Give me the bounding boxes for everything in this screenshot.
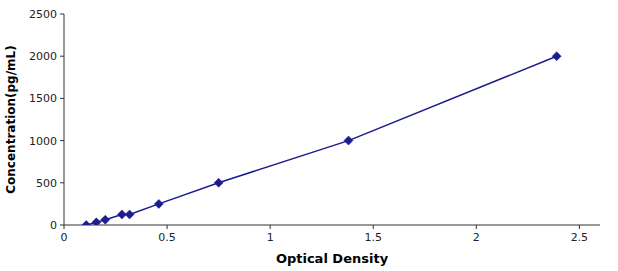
data-point	[92, 218, 101, 225]
data-point	[344, 136, 353, 145]
y-tick	[60, 98, 64, 99]
plot-area	[82, 52, 561, 225]
data-point	[82, 221, 91, 226]
y-axis-line	[64, 14, 65, 225]
data-point	[125, 210, 134, 219]
x-tick	[476, 225, 477, 229]
chart-container: 0 0.5 1 1.5 2 2.5 0 500 1000 1500 2000 2500 Optical …	[0, 0, 618, 271]
y-tick	[60, 225, 64, 226]
x-tick	[270, 225, 271, 229]
x-tick-label: 2	[473, 231, 480, 244]
y-tick-label: 500	[36, 177, 57, 190]
data-line	[86, 56, 556, 225]
x-tick	[579, 225, 580, 229]
axes: 0 0.5 1 1.5 2 2.5 0 500 1000 1500 2000 2500	[29, 8, 600, 244]
data-point	[552, 52, 561, 61]
y-tick-label: 2000	[29, 50, 57, 63]
data-point	[101, 215, 110, 224]
y-tick-label: 2500	[29, 8, 57, 21]
x-axis-line	[64, 225, 600, 226]
data-point	[154, 199, 163, 208]
chart-svg: 0 0.5 1 1.5 2 2.5 0 500 1000 1500 2000 2500 Optical …	[0, 0, 618, 271]
x-tick-label: 2.5	[571, 231, 589, 244]
x-tick	[167, 225, 168, 229]
x-tick-label: 1.5	[364, 231, 382, 244]
x-tick	[64, 225, 65, 229]
x-tick	[373, 225, 374, 229]
x-tick-label: 0.5	[158, 231, 176, 244]
x-tick-label: 0	[61, 231, 68, 244]
x-tick-label: 1	[267, 231, 274, 244]
y-axis-label: Concentration(pg/mL)	[4, 45, 18, 193]
y-tick	[60, 14, 64, 15]
x-axis-label: Optical Density	[276, 251, 389, 266]
data-point	[214, 178, 223, 187]
y-tick-label: 1500	[29, 92, 57, 105]
y-tick	[60, 56, 64, 57]
y-tick-label: 1000	[29, 135, 57, 148]
y-tick	[60, 182, 64, 183]
y-tick	[60, 140, 64, 141]
y-tick-label: 0	[50, 219, 57, 232]
